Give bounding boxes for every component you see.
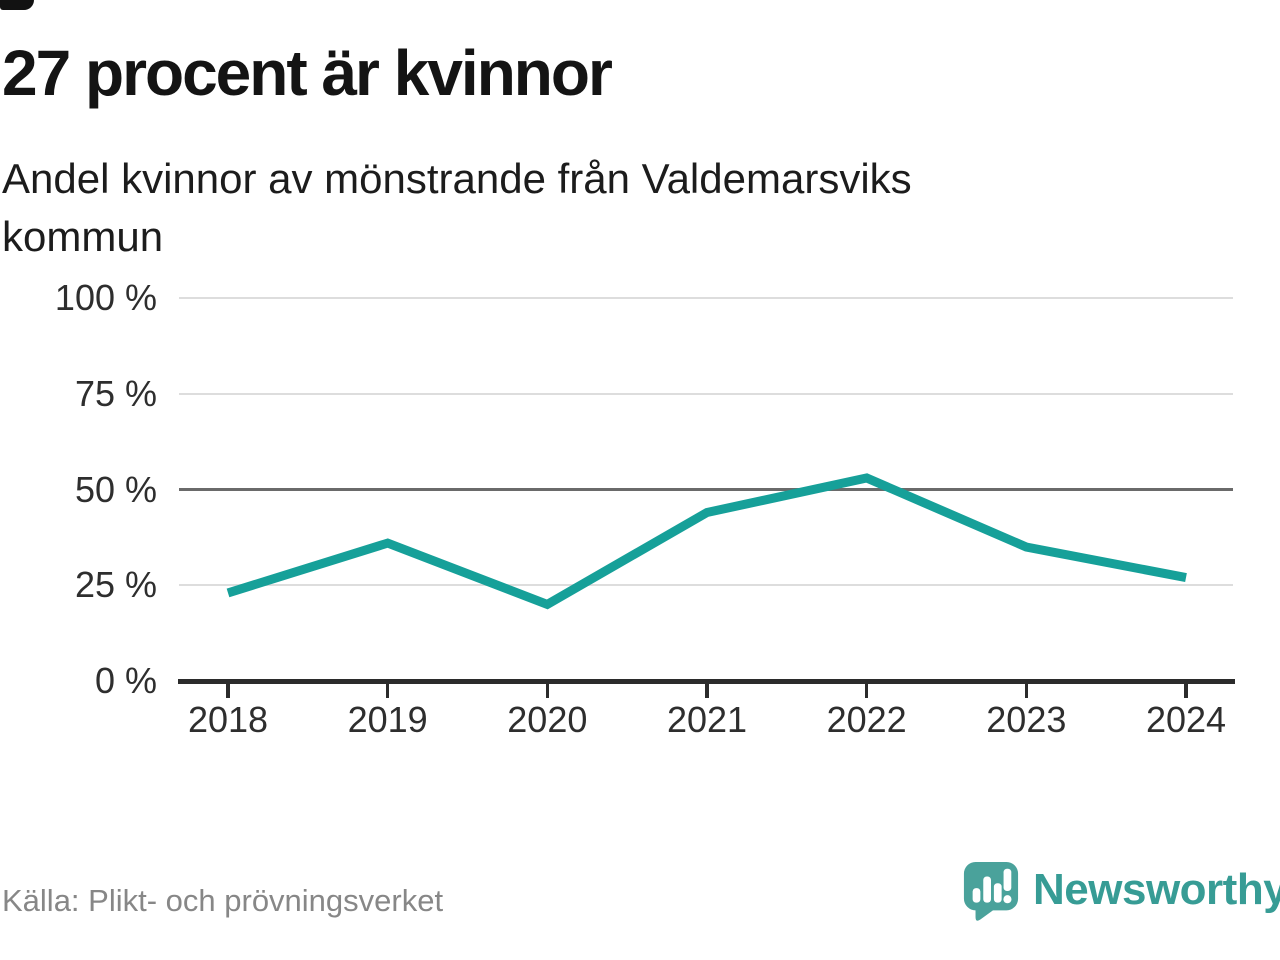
x-tick-mark-2020 <box>545 683 550 698</box>
x-tick-label-2024: 2024 <box>1145 699 1227 740</box>
gridline-75 <box>179 392 1233 395</box>
cropped-glyph-artifact <box>0 0 34 10</box>
newsworthy-logo: Newsworthy <box>962 860 1280 922</box>
newsworthy-wordmark: Newsworthy <box>1033 865 1280 914</box>
logo-exclamation-bar <box>1003 868 1012 891</box>
logo-bar-small <box>972 888 981 903</box>
y-tick-label-0: 0 % <box>94 660 157 701</box>
x-tick-mark-2018 <box>226 683 230 698</box>
x-tick-mark-2024 <box>1184 683 1188 698</box>
gridline-50 <box>179 488 1233 491</box>
y-tick-label-75: 75 % <box>74 372 157 414</box>
x-axis-line <box>178 678 1235 684</box>
x-tick-mark-2019 <box>385 683 390 698</box>
x-tick-mark-2023 <box>1024 683 1029 698</box>
x-tick-label-2019: 2019 <box>347 699 428 740</box>
newsworthy-logo-icon <box>963 862 1019 921</box>
gridline-25 <box>179 584 1233 587</box>
logo-exclamation-dot <box>1003 895 1012 904</box>
x-tick-label-2021: 2021 <box>666 699 748 740</box>
x-tick-label-2022: 2022 <box>826 699 907 740</box>
y-tick-label-100: 100 % <box>54 277 157 318</box>
gridline-100 <box>179 297 1233 299</box>
x-tick-mark-2021 <box>705 683 709 698</box>
x-tick-label-2023: 2023 <box>986 699 1067 740</box>
x-tick-label-2018: 2018 <box>187 699 269 740</box>
chart-subtitle: Andel kvinnor av mönstrande från Valdema… <box>2 155 912 260</box>
x-tick-mark-2022 <box>864 683 869 698</box>
headline: 27 procent är kvinnor <box>2 37 613 109</box>
source-note: Källa: Plikt- och prövningsverket <box>2 883 444 918</box>
y-tick-label-25: 25 % <box>74 564 157 606</box>
logo-bar-tall <box>983 876 991 903</box>
logo-bar-medium <box>993 883 1002 903</box>
x-tick-label-2020: 2020 <box>507 699 588 740</box>
y-tick-label-50: 50 % <box>74 468 157 510</box>
